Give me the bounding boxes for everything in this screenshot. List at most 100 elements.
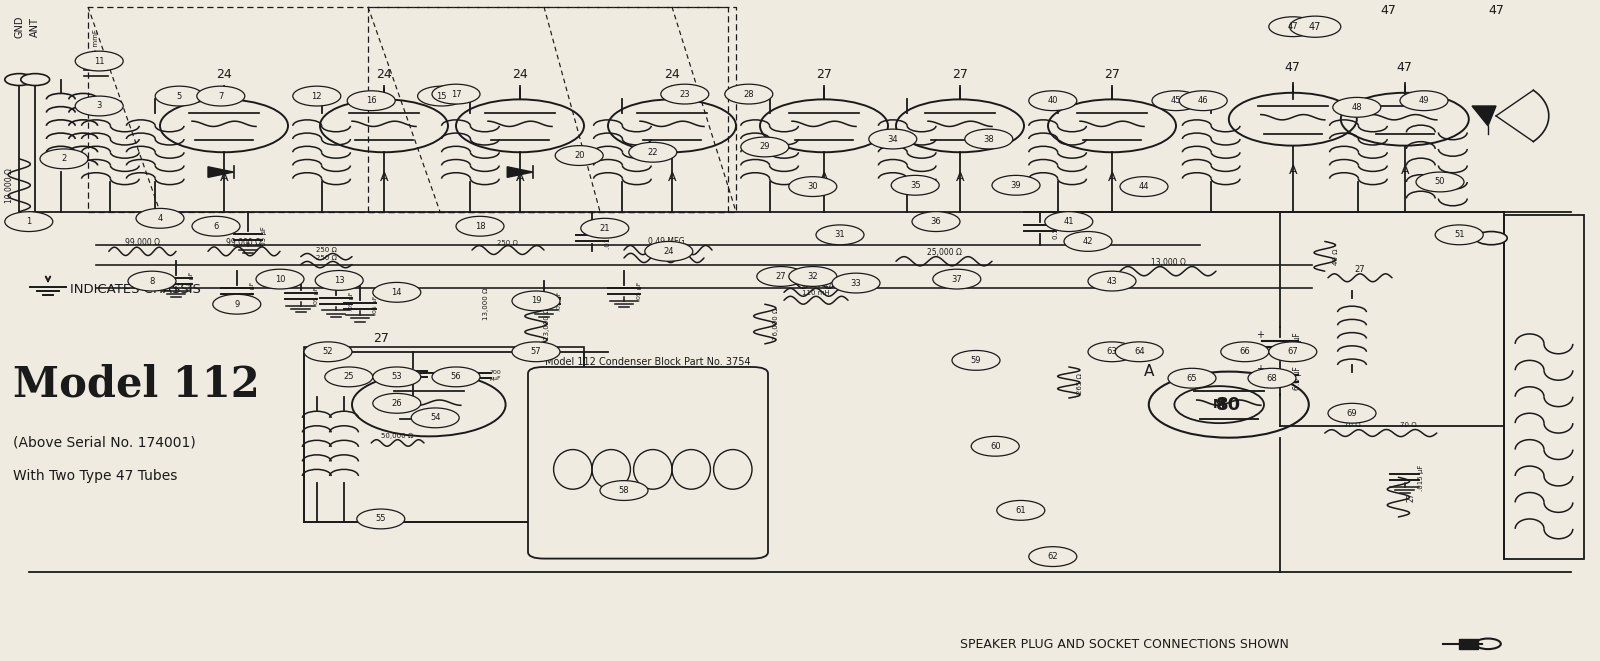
Circle shape	[992, 175, 1040, 195]
Text: A: A	[1288, 164, 1298, 177]
Circle shape	[128, 271, 176, 291]
Text: 47: 47	[1488, 4, 1504, 17]
Text: 3: 3	[96, 102, 102, 110]
Text: 10,000 Ω: 10,000 Ω	[5, 168, 14, 203]
Circle shape	[1152, 91, 1200, 110]
Text: 51: 51	[1454, 230, 1464, 239]
Circle shape	[75, 96, 123, 116]
Circle shape	[213, 294, 261, 314]
Text: 59: 59	[971, 356, 981, 365]
Text: .05 μF: .05 μF	[250, 282, 254, 301]
Bar	[1459, 639, 1478, 649]
Text: 48: 48	[1352, 103, 1362, 112]
Text: .015 μF: .015 μF	[1418, 464, 1424, 490]
Text: 24: 24	[512, 68, 528, 81]
Text: M: M	[1213, 398, 1226, 411]
FancyBboxPatch shape	[528, 367, 768, 559]
Text: 250 Ω: 250 Ω	[315, 247, 338, 253]
Text: 65: 65	[1187, 373, 1197, 383]
Text: 56: 56	[451, 372, 461, 381]
Text: 27: 27	[1406, 492, 1416, 502]
Circle shape	[256, 269, 304, 289]
Circle shape	[816, 225, 864, 245]
Text: 61: 61	[1016, 506, 1026, 515]
Text: 40: 40	[1048, 97, 1058, 105]
Circle shape	[997, 500, 1045, 520]
Polygon shape	[208, 167, 234, 177]
Text: 1: 1	[26, 217, 32, 226]
Text: 47: 47	[1381, 4, 1397, 17]
Text: 6.0 μF: 6.0 μF	[1293, 366, 1302, 390]
Text: 30: 30	[808, 182, 818, 191]
Text: 5: 5	[570, 372, 576, 381]
Text: 47: 47	[1397, 61, 1413, 74]
Text: 250 Ω: 250 Ω	[496, 240, 518, 246]
Text: 27: 27	[952, 68, 968, 81]
Circle shape	[1029, 91, 1077, 110]
Text: 29: 29	[760, 143, 770, 151]
Text: 50: 50	[1435, 177, 1445, 186]
Text: A: A	[219, 171, 229, 184]
Circle shape	[1029, 547, 1077, 566]
Text: 42: 42	[1083, 237, 1093, 246]
Text: GND: GND	[14, 15, 24, 38]
Circle shape	[789, 176, 837, 196]
Circle shape	[1435, 225, 1483, 245]
Circle shape	[1475, 231, 1507, 245]
Circle shape	[933, 269, 981, 289]
Text: 44: 44	[1139, 182, 1149, 191]
Circle shape	[891, 175, 939, 195]
Text: A: A	[667, 171, 677, 184]
Text: A: A	[1144, 364, 1154, 379]
Circle shape	[645, 241, 693, 261]
Text: .5: .5	[611, 511, 621, 520]
Text: 45: 45	[1171, 97, 1181, 105]
Text: 33: 33	[851, 278, 861, 288]
Text: 99,000 Ω: 99,000 Ω	[125, 239, 160, 247]
Text: 39: 39	[1011, 180, 1021, 190]
Circle shape	[1221, 342, 1269, 362]
Circle shape	[555, 145, 603, 165]
Circle shape	[832, 273, 880, 293]
Text: 38: 38	[984, 135, 994, 143]
Text: 8: 8	[149, 276, 155, 286]
Text: 10: 10	[275, 274, 285, 284]
Circle shape	[741, 137, 789, 157]
Circle shape	[21, 73, 50, 85]
Circle shape	[629, 142, 677, 162]
Text: 52: 52	[323, 347, 333, 356]
Circle shape	[418, 86, 466, 106]
Circle shape	[965, 129, 1013, 149]
Text: 47: 47	[1288, 22, 1298, 31]
Text: 24: 24	[216, 68, 232, 81]
Text: .015: .015	[549, 529, 565, 538]
Circle shape	[1290, 16, 1341, 37]
Text: 26: 26	[392, 399, 402, 408]
Text: 35: 35	[910, 180, 920, 190]
Text: 68: 68	[1267, 373, 1277, 383]
Text: 15: 15	[437, 92, 446, 100]
Text: 265 Ω: 265 Ω	[1077, 373, 1083, 394]
Text: 32: 32	[808, 272, 818, 281]
Circle shape	[1416, 172, 1464, 192]
Text: .05 μF: .05 μF	[557, 292, 562, 311]
Text: 62: 62	[1048, 552, 1058, 561]
Text: 250 Ω: 250 Ω	[315, 254, 338, 260]
Text: 99,000 Ω: 99,000 Ω	[226, 239, 261, 247]
Circle shape	[155, 86, 203, 106]
Circle shape	[512, 291, 560, 311]
Text: 28: 28	[744, 90, 754, 98]
Text: 110 mH: 110 mH	[802, 290, 830, 296]
Circle shape	[661, 84, 709, 104]
Text: 64: 64	[1134, 347, 1144, 356]
Text: 51,000Ω: 51,000Ω	[802, 282, 830, 288]
Circle shape	[411, 408, 459, 428]
Text: 250 Ω: 250 Ω	[653, 248, 675, 254]
Text: 6: 6	[573, 511, 579, 520]
Text: 34: 34	[888, 135, 898, 143]
Text: 13: 13	[334, 276, 344, 285]
Text: 55: 55	[376, 514, 386, 524]
Text: 50,000 Ω: 50,000 Ω	[381, 433, 413, 439]
Text: 27: 27	[373, 332, 389, 345]
Text: 69: 69	[1347, 408, 1357, 418]
